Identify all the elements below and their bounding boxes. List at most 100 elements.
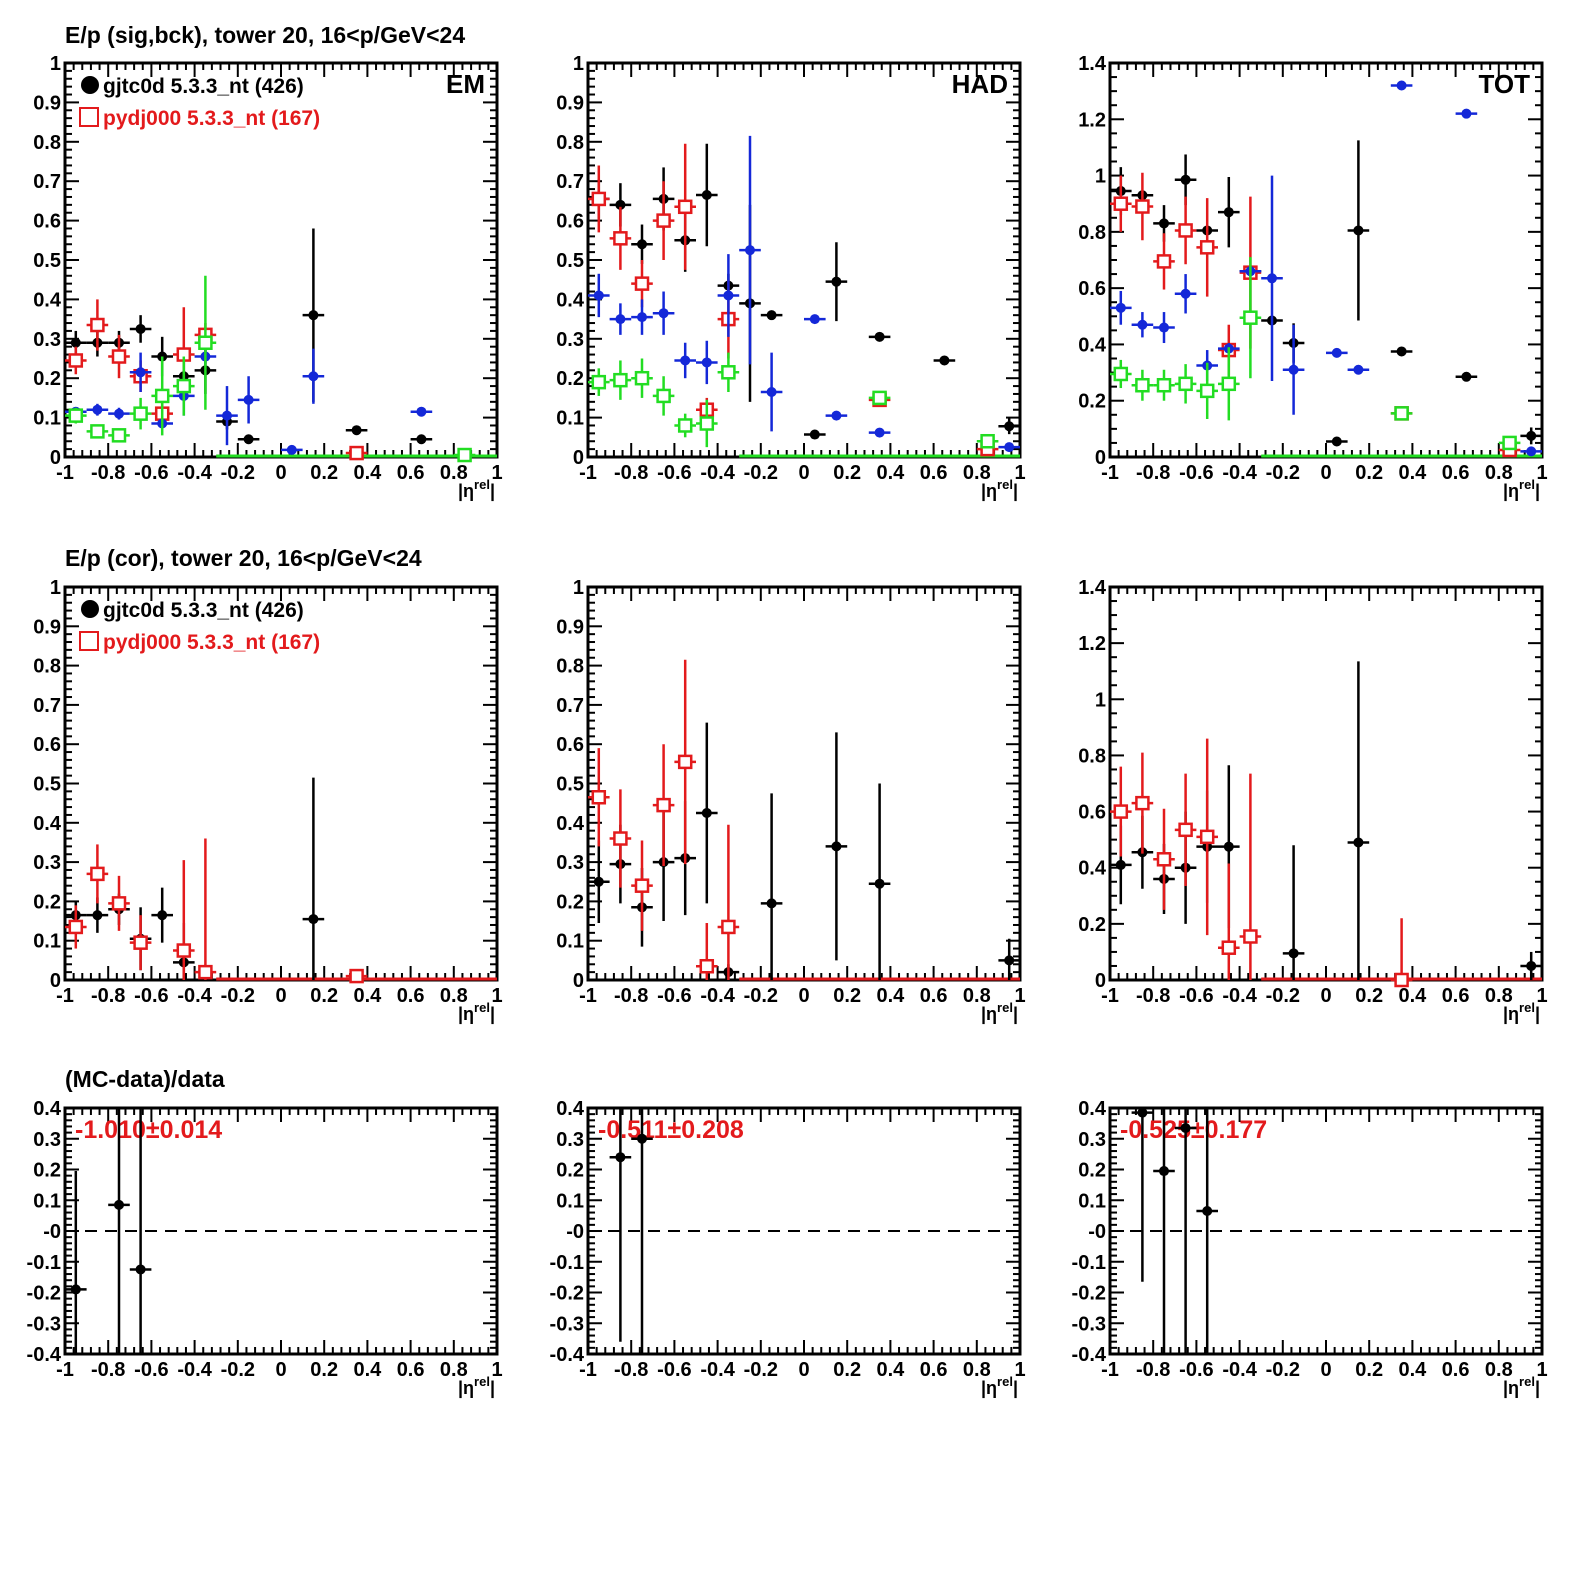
data-point [90, 424, 105, 439]
data-point [92, 404, 103, 415]
data-point [243, 434, 254, 445]
panel-ratio-em: -1 -0.8 -0.6 -0.4 -0.2 0 0.2 0.4 0.6 0.8 1|ηrel| -0… [27, 1098, 503, 1398]
data-point [656, 797, 671, 813]
data-point [591, 191, 607, 207]
x-tick-label: 0.4 [353, 462, 382, 484]
y-tick-label: 0.6 [33, 734, 61, 756]
y-tick-label: 0.1 [556, 1190, 584, 1212]
y-tick-label: -0.4 [550, 1344, 585, 1366]
data-point [1180, 288, 1191, 299]
y-tick-label: 0.5 [33, 774, 61, 796]
data-point [1135, 795, 1150, 811]
y-tick-label: 1 [1095, 689, 1106, 711]
y-tick-label: 0.8 [33, 656, 61, 678]
data-point [831, 841, 842, 852]
y-tick-label: 1 [50, 577, 61, 599]
data-point [351, 425, 362, 436]
x-tick-label: -1 [1101, 985, 1119, 1007]
x-axis-label: |ηrel| [1503, 1000, 1540, 1024]
data-point [308, 310, 319, 321]
data-point [90, 317, 105, 333]
x-tick-label: 0.2 [310, 985, 338, 1007]
data-point [613, 231, 628, 246]
x-axis-label: |ηrel| [458, 1374, 495, 1398]
y-tick-label: 0.2 [556, 368, 584, 390]
data-point [701, 189, 712, 200]
legend-label: pydj000 5.3.3_nt (167) [103, 107, 320, 130]
x-tick-label: 0.8 [440, 462, 468, 484]
y-tick-label: 0.8 [556, 656, 584, 678]
x-tick-label: -0.4 [700, 462, 735, 484]
y-tick-label: 0 [1095, 970, 1106, 992]
y-tick-label: 1.2 [1078, 109, 1106, 131]
x-tick-label: -0.2 [744, 462, 778, 484]
x-tick-label: -0.8 [1136, 1359, 1170, 1381]
x-tick-label: 1 [1536, 1359, 1547, 1381]
y-tick-label: 0.2 [33, 891, 61, 913]
y-tick-label: 0.7 [33, 171, 61, 193]
y-tick-label: 0.1 [33, 1190, 61, 1212]
data-point [1396, 346, 1407, 357]
data-point [1526, 430, 1537, 441]
y-tick-label: 0.4 [556, 289, 585, 311]
data-point [1331, 347, 1342, 358]
x-tick-label: -1 [1101, 462, 1119, 484]
x-tick-label: -0.2 [1266, 1359, 1300, 1381]
row-title-ratio: (MC-data)/data [65, 1066, 225, 1092]
data-point [593, 876, 604, 887]
data-point [133, 935, 148, 950]
y-tick-label: 0.7 [33, 695, 61, 717]
data-point [874, 878, 885, 889]
data-point [1115, 859, 1126, 870]
legend-marker-circle [81, 600, 99, 618]
data-point [1221, 376, 1237, 392]
series-MC-bck [1110, 257, 1521, 451]
data-point [1223, 841, 1234, 852]
x-tick-label: -0.6 [1179, 985, 1213, 1007]
x-axis-label: |ηrel| [1503, 1374, 1540, 1398]
x-tick-label: 1 [1014, 985, 1025, 1007]
y-tick-label: 0.4 [1078, 858, 1107, 880]
y-tick-label: 0.8 [1078, 222, 1106, 244]
y-tick-label: 0.1 [33, 408, 61, 430]
data-point [980, 433, 995, 449]
y-tick-label: 0.6 [556, 211, 584, 233]
y-tick-label: 0.9 [556, 92, 584, 114]
series-MC [1110, 172, 1521, 458]
x-tick-label: 0.6 [1442, 462, 1470, 484]
y-tick-label: 0.1 [556, 931, 584, 953]
x-tick-label: -1 [56, 1359, 74, 1381]
x-tick-label: -0.8 [614, 462, 648, 484]
x-tick-label: -0.2 [221, 1359, 255, 1381]
data-point [1202, 1206, 1213, 1217]
legend-label: gjtc0d 5.3.3_nt (426) [103, 75, 304, 98]
x-tick-label: 1 [1536, 985, 1547, 1007]
data-point [615, 1152, 626, 1163]
x-axis-label: |ηrel| [981, 477, 1018, 501]
data-point [1135, 377, 1150, 393]
data-point [1461, 108, 1472, 119]
data-point [766, 898, 777, 909]
y-tick-label: -0.4 [27, 1344, 62, 1366]
x-tick-label: 0 [275, 985, 286, 1007]
y-tick-label: -0.1 [550, 1252, 584, 1274]
y-tick-label: 0.1 [1078, 1190, 1106, 1212]
y-tick-label: 0.3 [556, 329, 584, 351]
panel-sigbck-em: -1 -0.8 -0.6 -0.4 -0.2 0 0.2 0.4 0.6 0.8 1|ηrel|00… [33, 53, 502, 501]
data-point [68, 353, 84, 368]
x-tick-label: 0.2 [833, 462, 861, 484]
data-point [677, 199, 693, 215]
x-tick-label: -1 [56, 462, 74, 484]
x-tick-label: -1 [56, 985, 74, 1007]
y-tick-label: 0.2 [556, 891, 584, 913]
x-tick-label: -0.6 [1179, 1359, 1213, 1381]
y-tick-label: 0.5 [33, 250, 61, 272]
data-point [831, 276, 842, 287]
y-tick-label: 0.3 [33, 852, 61, 874]
data-point [1199, 383, 1215, 399]
data-point [1137, 1107, 1148, 1118]
y-tick-label: 1.4 [1078, 53, 1107, 75]
data-point [1113, 804, 1129, 819]
data-point [637, 239, 647, 250]
panel-label: HAD [952, 69, 1008, 99]
